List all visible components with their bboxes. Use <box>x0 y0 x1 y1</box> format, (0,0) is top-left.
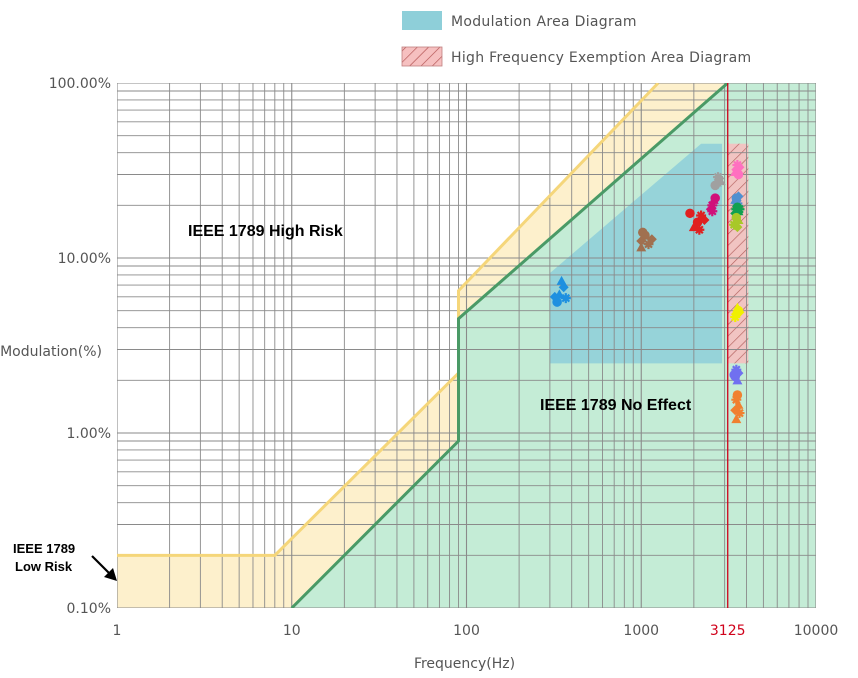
data-point <box>707 206 718 217</box>
x-tick-label: 1 <box>113 623 122 639</box>
high-risk-label: IEEE 1789 High Risk <box>188 223 343 240</box>
data-point <box>731 364 742 375</box>
x-axis-title: Frequency(Hz) <box>414 656 515 672</box>
legend-label-modulation: Modulation Area Diagram <box>451 14 637 30</box>
data-point <box>696 210 707 221</box>
low-risk-arrow-head <box>104 568 117 581</box>
data-point <box>730 194 741 204</box>
data-point <box>646 234 657 245</box>
data-point <box>707 200 718 211</box>
modulation-area <box>549 143 723 364</box>
data-point <box>733 214 744 224</box>
data-point <box>560 293 571 304</box>
data-point <box>685 208 695 219</box>
y-axis-title: Modulation(%) <box>0 344 102 360</box>
data-point <box>638 227 648 238</box>
x-tick-label: 3125 <box>710 623 746 639</box>
data-point <box>694 224 705 235</box>
data-point <box>729 370 739 380</box>
data-point <box>556 275 567 285</box>
data-point <box>636 242 647 252</box>
data-point <box>731 414 742 424</box>
no-effect-boundary-line <box>290 83 729 608</box>
data-point <box>730 312 741 323</box>
low-risk-label-line-2: Low Risk <box>15 559 73 574</box>
y-tick-label: 10.00% <box>58 251 111 267</box>
legend-label-exemption: High Frequency Exemption Area Diagram <box>451 50 751 66</box>
y-tick-label: 1.00% <box>67 426 111 442</box>
data-point <box>732 390 743 400</box>
legend-swatch-modulation <box>402 11 442 30</box>
data-point <box>699 214 710 225</box>
data-point <box>643 239 654 250</box>
data-point <box>734 408 745 419</box>
data-point <box>734 307 745 318</box>
data-point <box>734 162 745 173</box>
data-point <box>732 375 743 385</box>
data-point <box>731 394 742 405</box>
y-tick-label: 0.10% <box>67 601 111 617</box>
x-tick-label: 100 <box>453 623 480 639</box>
data-point <box>730 167 741 177</box>
data-point <box>734 204 745 215</box>
legend-swatch-exemption <box>401 46 443 67</box>
x-tick-label: 10000 <box>794 623 839 639</box>
data-point <box>713 172 724 183</box>
data-point <box>710 193 720 203</box>
data-point <box>549 291 560 302</box>
data-point <box>729 219 740 230</box>
x-tick-label: 10 <box>283 623 301 639</box>
no-effect-label: IEEE 1789 No Effect <box>540 397 692 414</box>
x-tick-label: 1000 <box>623 623 659 639</box>
data-point <box>715 176 726 186</box>
low-risk-label-line-1: IEEE 1789 <box>13 541 75 556</box>
data-point <box>733 191 744 202</box>
y-tick-label: 100.00% <box>49 76 111 92</box>
